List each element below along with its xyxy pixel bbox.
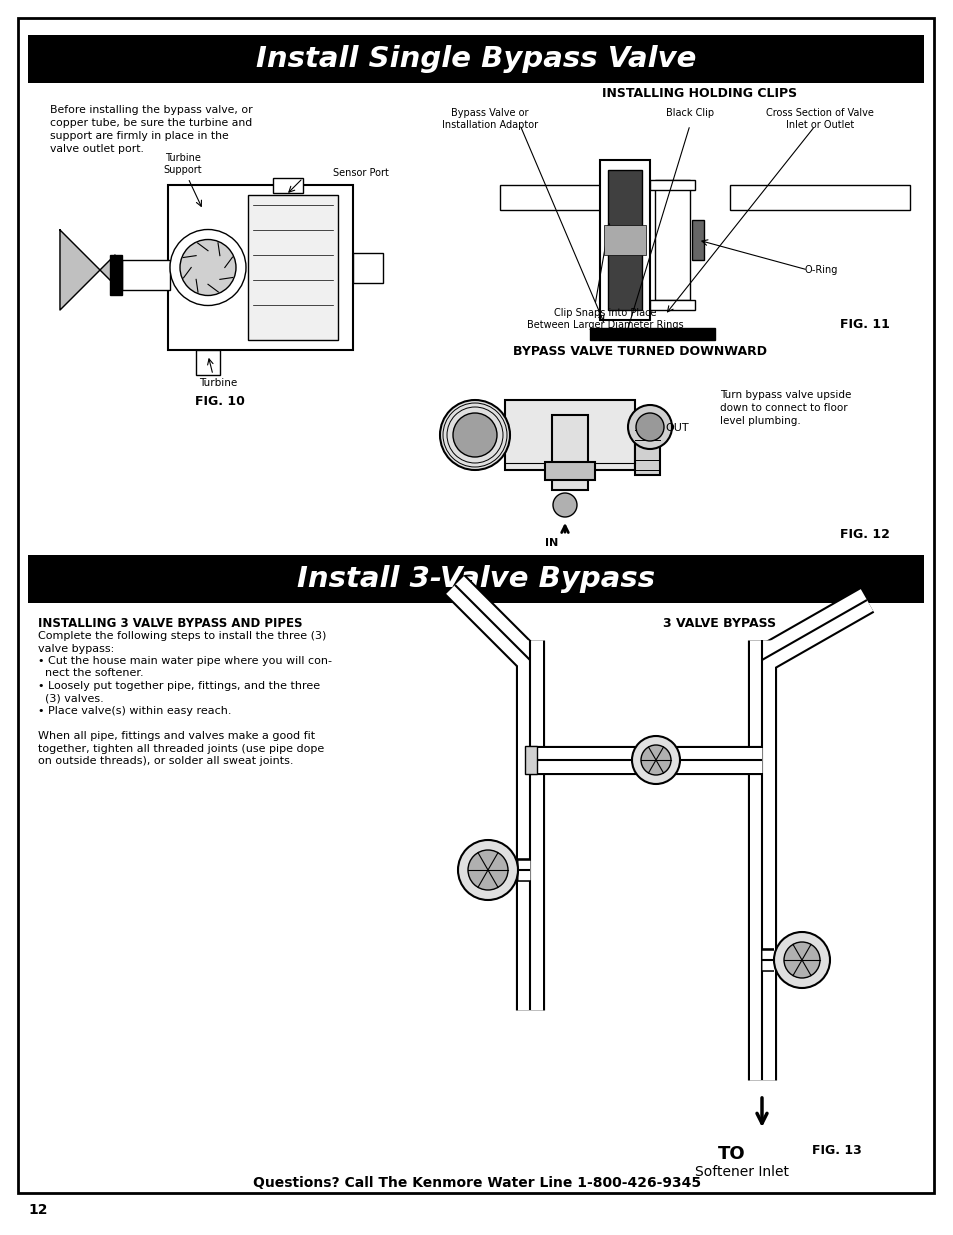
Circle shape: [439, 400, 510, 471]
Bar: [110, 254, 122, 295]
Text: • Place valve(s) within easy reach.: • Place valve(s) within easy reach.: [38, 706, 232, 716]
Text: Black Clip: Black Clip: [665, 107, 713, 119]
Bar: [603, 225, 645, 254]
Bar: [28, 35, 923, 83]
Bar: [248, 195, 337, 340]
Text: Turbine: Turbine: [198, 378, 237, 388]
Text: Before installing the bypass valve, or: Before installing the bypass valve, or: [50, 105, 253, 115]
Text: INSTALLING 3 VALVE BYPASS AND PIPES: INSTALLING 3 VALVE BYPASS AND PIPES: [38, 618, 302, 630]
Bar: [649, 300, 695, 310]
Text: Questions? Call The Kenmore Water Line 1-800-426-9345: Questions? Call The Kenmore Water Line 1…: [253, 1176, 700, 1191]
Circle shape: [640, 745, 670, 776]
Circle shape: [457, 840, 517, 900]
Text: valve outlet port.: valve outlet port.: [50, 144, 144, 154]
Text: Cross Section of Valve
Inlet or Outlet: Cross Section of Valve Inlet or Outlet: [765, 107, 873, 130]
Text: nect the softener.: nect the softener.: [38, 668, 144, 678]
Bar: [552, 415, 587, 490]
Bar: [524, 746, 537, 774]
Bar: [122, 261, 170, 290]
Text: Install Single Bypass Valve: Install Single Bypass Valve: [255, 44, 696, 73]
Text: FIG. 11: FIG. 11: [840, 319, 889, 331]
Bar: [28, 555, 923, 603]
Text: Turn bypass valve upside
down to connect to floor
level plumbing.: Turn bypass valve upside down to connect…: [720, 390, 850, 426]
Text: together, tighten all threaded joints (use pipe dope: together, tighten all threaded joints (u…: [38, 743, 324, 753]
Bar: [607, 170, 641, 310]
Circle shape: [636, 412, 663, 441]
Circle shape: [773, 932, 829, 988]
Bar: [499, 185, 599, 210]
Text: 12: 12: [28, 1203, 48, 1216]
Bar: [655, 180, 689, 300]
Circle shape: [631, 736, 679, 784]
Text: OUT: OUT: [664, 424, 688, 433]
Text: • Cut the house main water pipe where you will con-: • Cut the house main water pipe where yo…: [38, 656, 332, 666]
Circle shape: [553, 493, 577, 517]
Bar: [195, 350, 220, 375]
Text: INSTALLING HOLDING CLIPS: INSTALLING HOLDING CLIPS: [601, 86, 797, 100]
Bar: [649, 180, 695, 190]
Text: Turbine
Support: Turbine Support: [164, 153, 202, 175]
Text: 3 VALVE BYPASS: 3 VALVE BYPASS: [662, 618, 776, 630]
Circle shape: [453, 412, 497, 457]
Text: Install 3-Valve Bypass: Install 3-Valve Bypass: [296, 564, 655, 593]
Circle shape: [170, 230, 246, 305]
Circle shape: [180, 240, 235, 295]
Text: valve bypass:: valve bypass:: [38, 643, 114, 653]
Circle shape: [627, 405, 671, 450]
Bar: [599, 161, 649, 320]
Bar: [168, 185, 353, 350]
Bar: [544, 462, 595, 480]
Text: • Loosely put together pipe, fittings, and the three: • Loosely put together pipe, fittings, a…: [38, 680, 320, 692]
Text: IN: IN: [545, 538, 558, 548]
Bar: [635, 425, 659, 475]
Text: Sensor Port: Sensor Port: [333, 168, 389, 178]
Text: (3) valves.: (3) valves.: [38, 694, 104, 704]
Text: FIG. 13: FIG. 13: [811, 1144, 861, 1156]
Bar: [691, 220, 703, 261]
Bar: [273, 178, 303, 193]
Text: FIG. 12: FIG. 12: [840, 529, 889, 541]
Text: When all pipe, fittings and valves make a good fit: When all pipe, fittings and valves make …: [38, 731, 314, 741]
Text: Bypass Valve or
Installation Adaptor: Bypass Valve or Installation Adaptor: [441, 107, 537, 130]
Text: FIG. 10: FIG. 10: [194, 395, 245, 408]
Text: support are firmly in place in the: support are firmly in place in the: [50, 131, 229, 141]
Text: copper tube, be sure the turbine and: copper tube, be sure the turbine and: [50, 119, 252, 128]
Text: TO: TO: [718, 1145, 745, 1163]
Bar: [353, 252, 382, 283]
Circle shape: [783, 942, 820, 978]
Text: BYPASS VALVE TURNED DOWNWARD: BYPASS VALVE TURNED DOWNWARD: [513, 345, 766, 358]
Bar: [589, 329, 714, 340]
Text: Complete the following steps to install the three (3): Complete the following steps to install …: [38, 631, 326, 641]
Circle shape: [468, 850, 507, 890]
Text: Clip Snaps into Place
Between Larger Diameter Rings: Clip Snaps into Place Between Larger Dia…: [526, 308, 682, 330]
Text: on outside threads), or solder all sweat joints.: on outside threads), or solder all sweat…: [38, 756, 294, 766]
Polygon shape: [60, 230, 115, 310]
Text: O-Ring: O-Ring: [804, 266, 838, 275]
Text: Softener Inlet: Softener Inlet: [695, 1165, 788, 1179]
Bar: [504, 400, 635, 471]
Bar: [729, 185, 909, 210]
